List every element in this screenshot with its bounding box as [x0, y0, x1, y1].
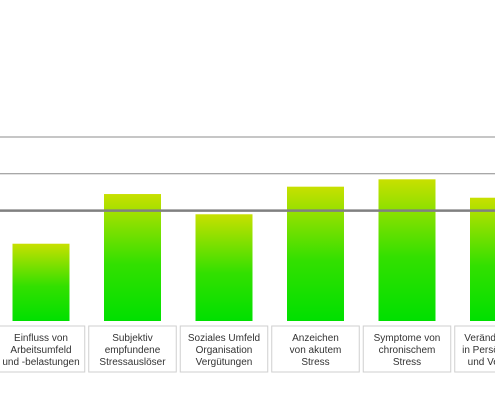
category-box-4: [271, 325, 360, 373]
category-label-6: Veränderungenin Persönlichkeitund Verhal…: [462, 333, 495, 368]
category-box-3: [179, 325, 269, 373]
category-box-1: [0, 325, 86, 373]
category-label-2: Subjektiv empfundene Stressauslöser: [99, 333, 166, 368]
bar-2: [104, 194, 161, 321]
category-box-6: [454, 325, 495, 373]
category-labels: Einfluss von Arbeitsumfeld und -belastunge…: [0, 325, 495, 373]
category-label-1: Einfluss von Arbeitsumfeld und -belastunge…: [2, 333, 79, 368]
grid-layer: [0, 136, 495, 175]
bar-1: [12, 243, 70, 321]
bar-5: [378, 179, 436, 321]
category-label-3: Soziales Umfeld Organisation Vergütungen: [188, 333, 260, 368]
category-box-2: [88, 325, 177, 373]
bar-4: [287, 186, 344, 321]
bar-3: [195, 214, 253, 321]
category-label-5: Symptome von chronischem Stress: [374, 333, 441, 368]
category-box-5: [362, 325, 452, 373]
bar-6: [470, 197, 495, 321]
category-label-4: Anzeichen von akutem Stress: [290, 333, 342, 368]
bars: [12, 179, 495, 321]
